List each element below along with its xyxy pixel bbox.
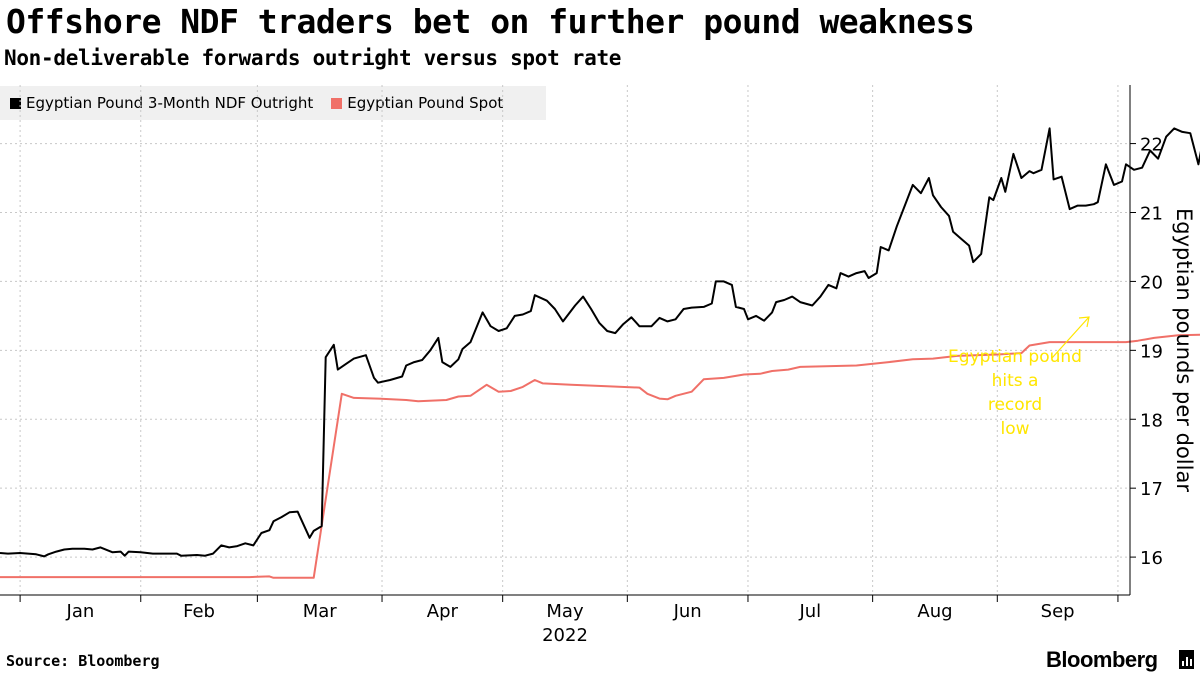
ndf-series-line bbox=[0, 127, 1200, 558]
y-tick-label: 21 bbox=[1140, 204, 1163, 225]
y-tick-label: 17 bbox=[1140, 479, 1163, 500]
bloomberg-mark-icon bbox=[1179, 650, 1194, 669]
annotation-arrowhead bbox=[1078, 316, 1090, 328]
x-tick-label: Jun bbox=[673, 601, 702, 622]
annotation-arrow bbox=[1051, 316, 1090, 359]
legend-item-spot: Egyptian Pound Spot bbox=[331, 94, 503, 112]
source-note: Source: Bloomberg bbox=[6, 652, 160, 670]
chart-subtitle: Non-deliverable forwards outright versus… bbox=[4, 46, 622, 70]
y-tick-label: 22 bbox=[1140, 135, 1163, 156]
grid-lines bbox=[0, 85, 1130, 595]
x-tick-label: Jul bbox=[798, 601, 821, 622]
x-tick-label: Jan bbox=[66, 601, 95, 622]
y-tick-label: 16 bbox=[1140, 548, 1163, 569]
y-tick-label: 18 bbox=[1140, 410, 1163, 431]
y-axis-label: Egyptian pounds per dollar bbox=[1172, 208, 1196, 492]
x-tick-label: May bbox=[546, 601, 584, 622]
x-tick-label: Feb bbox=[183, 601, 215, 622]
annotation: Egyptian pound hits a record low bbox=[948, 316, 1090, 439]
legend-label-spot: Egyptian Pound Spot bbox=[347, 94, 504, 112]
x-tick-label: Apr bbox=[427, 601, 459, 622]
legend-label-ndf: Egyptian Pound 3-Month NDF Outright bbox=[26, 94, 314, 112]
y-tick-label: 20 bbox=[1140, 272, 1163, 293]
annotation-text: low bbox=[1000, 419, 1029, 439]
annotation-text: Egyptian pound bbox=[948, 347, 1082, 367]
chart-legend: Egyptian Pound 3-Month NDF Outright Egyp… bbox=[0, 86, 546, 120]
legend-swatch-spot bbox=[331, 97, 343, 109]
series-lines bbox=[0, 127, 1200, 579]
spot-series-line bbox=[0, 333, 1200, 579]
annotation-text: record bbox=[988, 395, 1042, 415]
chart-title: Offshore NDF traders bet on further poun… bbox=[6, 2, 975, 41]
y-tick-label: 19 bbox=[1140, 341, 1163, 362]
legend-item-ndf: Egyptian Pound 3-Month NDF Outright bbox=[10, 94, 313, 112]
axes: 16 17 18 19 20 21 22 Jan Feb Mar Apr May Jun Jul Aug Se… bbox=[0, 85, 1196, 646]
annotation-text: hits a bbox=[992, 371, 1039, 391]
x-tick-label: Mar bbox=[303, 601, 338, 622]
legend-swatch-ndf bbox=[10, 97, 21, 109]
x-tick-label: Aug bbox=[917, 601, 952, 622]
x-tick-label: Sep bbox=[1041, 601, 1075, 622]
bloomberg-logo: Bloomberg bbox=[1046, 647, 1158, 672]
x-year-label: 2022 bbox=[542, 625, 588, 646]
